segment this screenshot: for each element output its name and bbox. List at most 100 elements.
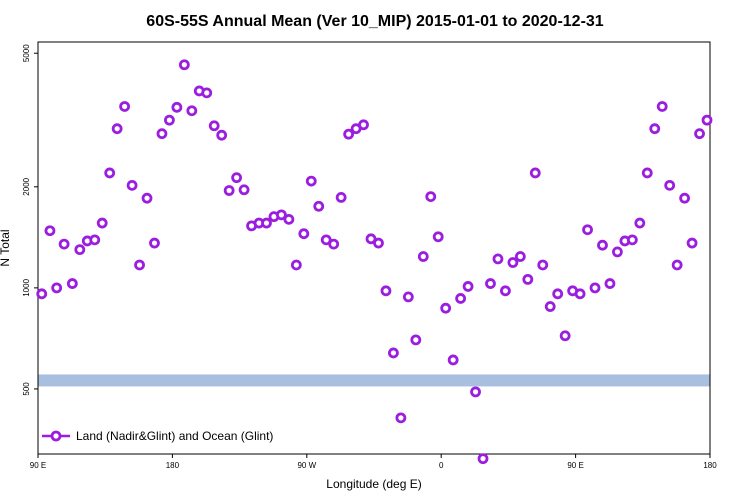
data-point	[649, 123, 661, 135]
data-point	[298, 228, 310, 240]
x-tick-label: 90 W	[297, 461, 316, 470]
data-point	[500, 285, 511, 297]
x-axis: 90 E 180 90 W 0 90 E 180	[30, 454, 717, 470]
data-point	[410, 334, 422, 346]
data-point	[529, 167, 541, 179]
x-tick-label: 180	[703, 461, 717, 470]
data-point	[141, 192, 153, 204]
data-point	[470, 386, 481, 398]
y-tick-label: 1000	[22, 278, 31, 296]
data-point	[373, 237, 384, 249]
data-point	[507, 257, 519, 268]
x-axis-label: Longitude (deg E)	[326, 477, 421, 491]
data-point	[343, 128, 355, 140]
x-tick-label: 90 E	[30, 461, 46, 470]
data-point	[96, 217, 108, 229]
data-point	[604, 278, 616, 289]
data-point	[36, 288, 48, 300]
data-point	[328, 238, 340, 250]
data-point	[283, 213, 295, 225]
data-point	[126, 179, 138, 191]
data-point	[664, 179, 676, 191]
data-point	[119, 101, 131, 112]
data-point	[447, 354, 459, 366]
data-point	[335, 191, 347, 203]
data-point	[201, 87, 213, 99]
reference-band-layer	[38, 374, 710, 387]
data-point	[66, 278, 78, 289]
data-point	[671, 259, 683, 271]
y-tick-label: 2000	[22, 177, 31, 195]
data-point	[178, 59, 190, 71]
data-point	[492, 253, 504, 265]
data-point	[589, 282, 601, 294]
data-point	[559, 330, 571, 342]
data-point	[514, 251, 526, 262]
data-point	[656, 101, 668, 112]
legend: Land (Nadir&Glint) and Ocean (Glint)	[42, 429, 273, 443]
data-point	[701, 114, 713, 126]
data-point	[365, 233, 377, 245]
data-point	[455, 293, 467, 304]
y-tick-label: 500	[22, 382, 31, 396]
data-point	[626, 234, 638, 246]
data-point	[313, 200, 325, 212]
data-point	[425, 191, 437, 203]
data-point	[432, 231, 444, 243]
data-point	[216, 129, 228, 141]
y-tick-label: 5000	[22, 44, 31, 62]
data-point	[417, 251, 429, 262]
data-point	[440, 302, 452, 314]
y-axis: 500 1000 2000 5000	[22, 44, 38, 396]
data-point	[261, 217, 272, 229]
data-point	[305, 175, 317, 187]
data-point	[208, 120, 220, 132]
data-point	[686, 237, 698, 249]
y-axis-label: N Total	[0, 229, 12, 266]
data-point	[679, 192, 691, 204]
data-point	[694, 128, 705, 140]
data-point	[320, 234, 332, 246]
x-tick-label: 0	[439, 461, 444, 470]
data-point	[238, 184, 250, 196]
data-point	[574, 288, 586, 300]
legend-label: Land (Nadir&Glint) and Ocean (Glint)	[76, 429, 273, 443]
data-point	[231, 172, 243, 184]
data-point	[582, 224, 593, 236]
data-point	[462, 281, 474, 292]
data-point	[156, 128, 168, 140]
data-point	[223, 185, 235, 196]
data-point	[380, 285, 392, 297]
data-point	[104, 167, 116, 179]
data-point	[111, 123, 123, 135]
data-point	[641, 167, 653, 179]
data-point	[89, 234, 101, 246]
data-point	[51, 282, 63, 294]
legend-marker-swatch	[50, 430, 62, 442]
data-point	[612, 246, 623, 258]
data-point	[388, 347, 399, 359]
data-point	[134, 259, 145, 271]
data-point	[395, 412, 407, 424]
reference-band	[38, 374, 710, 387]
data-point	[402, 291, 414, 303]
data-point	[290, 259, 302, 271]
x-tick-label: 90 E	[567, 461, 583, 470]
data-point	[634, 217, 646, 229]
data-point	[477, 453, 489, 465]
data-point	[186, 105, 198, 117]
x-tick-label: 180	[166, 461, 180, 470]
data-point	[276, 209, 287, 221]
data-point	[358, 119, 369, 131]
data-point	[149, 237, 160, 249]
data-point	[44, 225, 56, 237]
data-point	[485, 278, 496, 289]
data-point	[544, 301, 556, 312]
plot-area-frame	[37, 41, 711, 455]
data-point	[58, 238, 70, 250]
data-point	[597, 239, 608, 251]
data-point	[522, 273, 534, 285]
data-point	[537, 259, 549, 271]
data-points-layer	[36, 59, 713, 465]
